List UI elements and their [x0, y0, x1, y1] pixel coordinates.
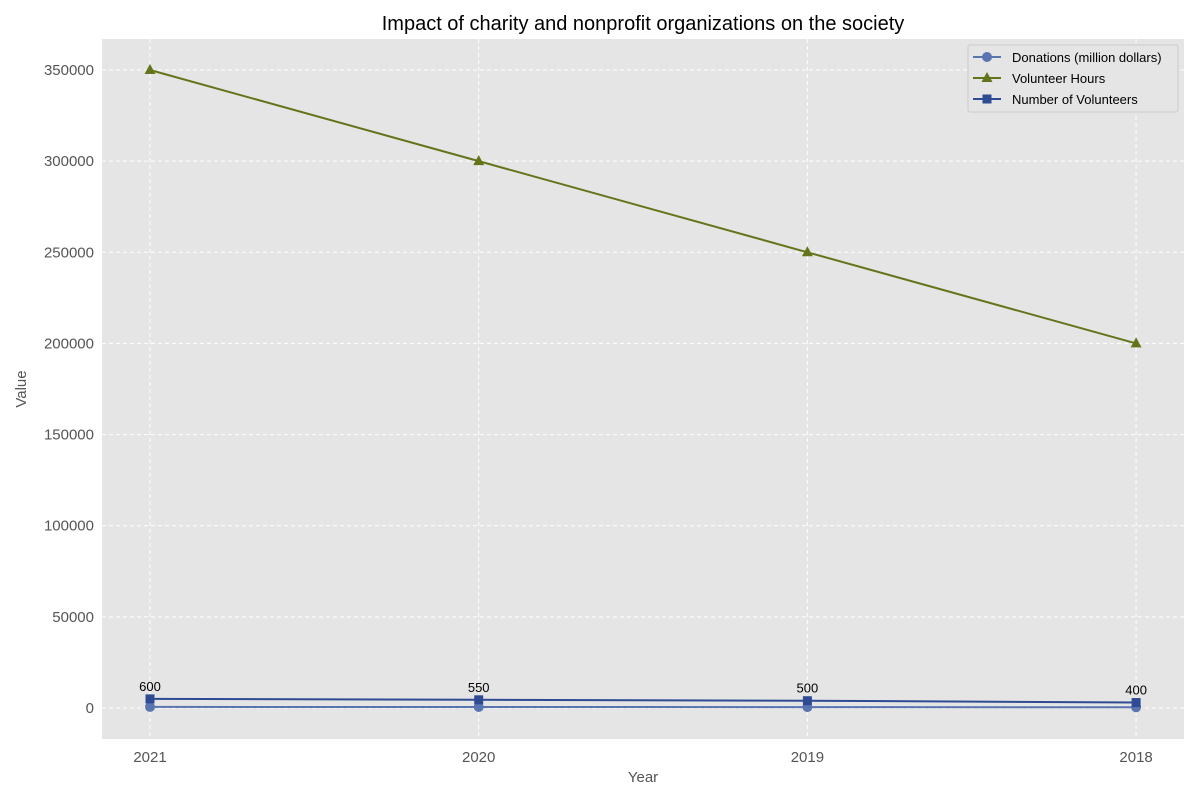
- series-2: [144, 63, 1142, 348]
- axis-ticks: 0 50000 100000 150000 200000 250000 300000 3500…: [44, 62, 1153, 766]
- series-3: [145, 694, 1141, 708]
- data-label: 600: [139, 679, 161, 694]
- marker-square: [145, 694, 155, 704]
- marker-triangle: [473, 155, 485, 166]
- x-tick-label: 2018: [1119, 749, 1152, 766]
- marker-square: [802, 696, 812, 706]
- x-tick-label: 2019: [791, 749, 824, 766]
- chart-title: Impact of charity and nonprofit organiza…: [382, 13, 905, 35]
- data-label: 550: [468, 680, 490, 695]
- series-group: [144, 63, 1142, 713]
- marker-square: [474, 695, 484, 705]
- y-axis-label: Value: [13, 370, 30, 407]
- legend: Donations (million dollars) Volunteer Hou…: [967, 44, 1179, 113]
- marker-circle: [982, 52, 992, 62]
- marker-triangle: [801, 246, 813, 257]
- data-label: 400: [1125, 683, 1147, 698]
- y-tick-label: 0: [86, 700, 94, 717]
- marker-circle: [473, 702, 484, 713]
- data-label: 500: [797, 681, 819, 696]
- legend-box: [967, 44, 1179, 113]
- marker-triangle: [144, 63, 156, 74]
- marker-square: [1131, 698, 1141, 708]
- y-tick-label: 250000: [44, 244, 94, 261]
- x-axis-label: Year: [628, 769, 658, 786]
- data-labels: 600 550 500 400: [139, 679, 1147, 698]
- legend-label: Donations (million dollars): [1012, 50, 1162, 65]
- legend-label: Volunteer Hours: [1012, 71, 1106, 86]
- series-line: [149, 69, 1137, 345]
- y-tick-label: 100000: [44, 518, 94, 535]
- series-line: [149, 697, 1137, 704]
- legend-label: Number of Volunteers: [1012, 92, 1138, 107]
- y-tick-label: 50000: [52, 609, 94, 626]
- y-tick-label: 150000: [44, 427, 94, 444]
- y-tick-label: 200000: [44, 335, 94, 352]
- gridlines: [102, 39, 1184, 739]
- marker-triangle: [981, 72, 993, 82]
- plot-background: [102, 39, 1184, 739]
- marker-triangle: [1130, 337, 1142, 348]
- marker-circle: [145, 701, 155, 712]
- x-tick-label: 2020: [462, 749, 495, 766]
- y-tick-label: 350000: [44, 62, 94, 79]
- marker-square: [982, 94, 992, 104]
- y-tick-label: 300000: [44, 153, 94, 170]
- x-tick-label: 2021: [133, 749, 166, 766]
